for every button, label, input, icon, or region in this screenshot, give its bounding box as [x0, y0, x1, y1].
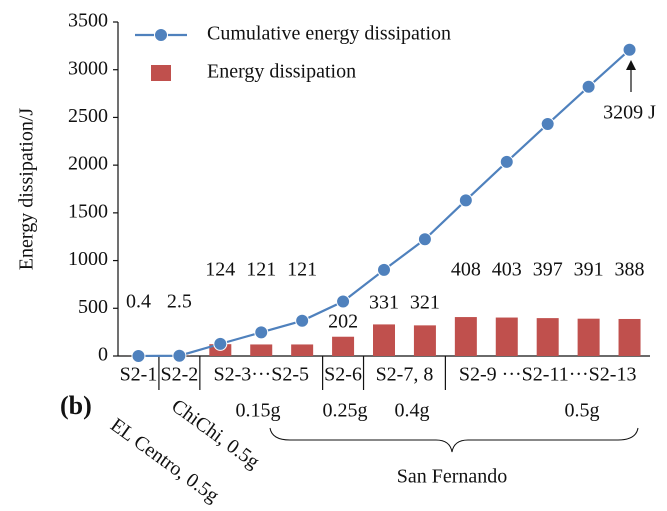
data-label: 391	[574, 259, 604, 281]
data-label: 388	[615, 259, 645, 281]
marker	[254, 325, 269, 340]
panel-label: (b)	[60, 391, 92, 420]
marker	[499, 154, 514, 169]
marker	[581, 79, 596, 94]
y-tick-label: 2000	[68, 153, 108, 175]
y-tick-label: 1500	[68, 200, 108, 222]
marker	[622, 42, 637, 57]
bar	[495, 317, 518, 356]
x-tick-label: S2-9 ···S2-11···S2-13	[459, 364, 637, 386]
y-tick-label: 3500	[68, 10, 108, 32]
marker	[377, 262, 391, 277]
bar	[413, 325, 436, 356]
x-tick-label: S2-1	[120, 364, 158, 386]
legend-swatch	[151, 65, 171, 81]
y-tick-label: 3000	[68, 57, 108, 79]
data-label: 121	[287, 259, 317, 281]
data-label: 0.4	[126, 291, 151, 313]
annotation: San Fernando	[397, 466, 508, 488]
bar	[291, 344, 314, 356]
annotation: 0.4g	[395, 400, 430, 422]
marker	[540, 117, 555, 132]
data-label: 408	[451, 259, 481, 281]
data-label: 121	[246, 259, 276, 281]
legend-label: Energy dissipation	[207, 61, 356, 83]
x-tick-label: S2-7, 8	[376, 364, 434, 386]
y-tick-label: 500	[78, 296, 108, 318]
data-label: 331	[369, 292, 399, 314]
bar	[250, 344, 273, 356]
annotation: 0.25g	[323, 400, 368, 422]
bar	[536, 318, 559, 356]
bar	[332, 336, 355, 356]
data-label: 202	[328, 311, 358, 333]
bar	[618, 318, 641, 356]
bar	[454, 317, 477, 356]
marker	[172, 348, 187, 363]
data-label: 3209 J	[603, 101, 656, 123]
annotation: 0.5g	[565, 400, 600, 422]
marker	[458, 193, 473, 208]
marker	[417, 232, 432, 247]
data-label: 124	[205, 259, 235, 281]
data-label: 2.5	[167, 291, 192, 313]
y-tick-label: 1000	[68, 248, 108, 270]
data-label: 403	[492, 259, 522, 281]
annotation: 0.15g	[236, 400, 281, 422]
y-axis-label: Energy dissipation/J	[16, 108, 38, 271]
data-label: 321	[410, 292, 440, 314]
x-tick-label: S2-3···S2-5	[213, 364, 309, 386]
brace	[269, 427, 639, 453]
x-tick-label: S2-2	[160, 364, 198, 386]
marker	[295, 313, 310, 328]
marker	[336, 294, 351, 309]
y-tick-label: 2500	[68, 105, 108, 127]
bar	[577, 318, 600, 356]
data-label: 397	[533, 259, 563, 281]
bar	[373, 324, 395, 356]
marker	[131, 348, 146, 363]
y-tick-label: 0	[98, 344, 108, 366]
marker	[213, 336, 228, 351]
legend-marker	[154, 28, 168, 42]
arrow-head	[626, 60, 636, 70]
x-tick-label: S2-6	[324, 364, 362, 386]
legend-label: Cumulative energy dissipation	[207, 23, 451, 45]
